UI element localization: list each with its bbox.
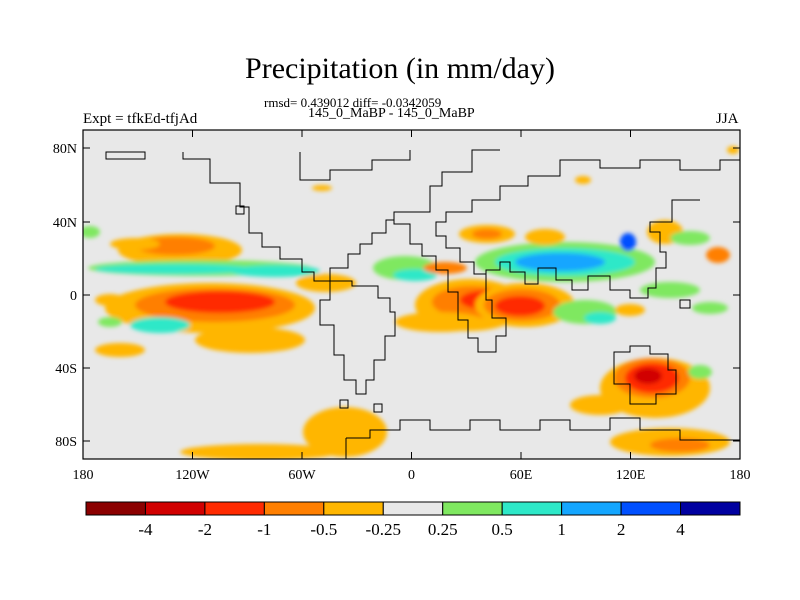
- colorbar-label: -1: [257, 520, 271, 539]
- map-title: Precipitation (in mm/day): [245, 52, 555, 85]
- colorbar-label: -0.5: [310, 520, 337, 539]
- colorbar-label: -4: [138, 520, 153, 539]
- x-tick-label: 60E: [510, 468, 533, 483]
- colorbar-label: 2: [617, 520, 626, 539]
- x-tick-label: 180: [730, 468, 751, 483]
- colorbar-box: [620, 501, 682, 516]
- x-tick-label: 120W: [175, 468, 210, 483]
- coastlines: [105, 149, 740, 459]
- x-tick-label: 60W: [288, 468, 316, 483]
- colorbar-box: [382, 501, 444, 516]
- colorbar-label: 0.5: [492, 520, 513, 539]
- colorbar-box: [204, 501, 265, 516]
- colorbar-box: [501, 501, 563, 516]
- colorbar-label: 0.25: [428, 520, 458, 539]
- colorbar-box: [561, 501, 622, 516]
- y-tick-label: 0: [70, 289, 77, 304]
- y-axis: 80N 40N 0 40S 80S: [53, 142, 740, 450]
- stats-line: rmsd= 0.439012 diff= -0.0342059: [264, 95, 442, 110]
- colorbar-box: [85, 501, 146, 516]
- experiment-ids: 145_0_MaBP - 145_0_MaBP: [308, 106, 475, 121]
- colorbar: -4 -2 -1 -0.5 -0.25 0.25 0.5 1 2 4: [85, 501, 741, 539]
- season-label: JJA: [716, 111, 739, 127]
- y-tick-label: 80N: [53, 142, 77, 157]
- colorbar-label: -2: [198, 520, 212, 539]
- colorbar-box: [323, 501, 384, 516]
- colorbar-box: [144, 501, 206, 516]
- colorbar-label: 1: [557, 520, 566, 539]
- colorbar-label: -0.25: [366, 520, 401, 539]
- x-tick-label: 180: [73, 468, 94, 483]
- y-tick-label: 80S: [55, 435, 77, 450]
- x-axis: 180 120W 60W 0 60E 120E 180: [73, 130, 751, 483]
- colorbar-box: [263, 501, 325, 516]
- x-tick-label: 0: [408, 468, 415, 483]
- y-tick-label: 40N: [53, 216, 77, 231]
- experiment-label: Expt = tfkEd-tfjAd: [83, 111, 198, 127]
- x-tick-label: 120E: [616, 468, 646, 483]
- colorbar-box: [680, 501, 741, 516]
- colorbar-label: 4: [676, 520, 685, 539]
- y-tick-label: 40S: [55, 362, 77, 377]
- colorbar-box: [442, 501, 503, 516]
- precip-field: [83, 146, 739, 459]
